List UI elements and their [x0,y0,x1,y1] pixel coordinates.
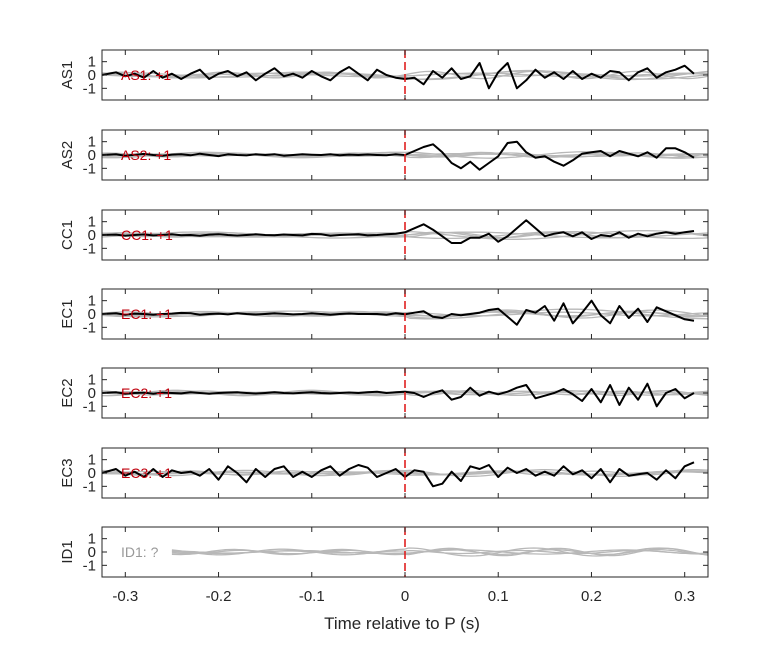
waveform-trace [101,382,695,408]
background-trace [101,151,709,159]
x-tick-label: -0.1 [299,588,325,605]
y-tick-label: 0 [88,147,96,164]
panel-as1: 10-1 AS1 AS1: +1 [59,49,709,101]
y-tick-label: 1 [88,134,96,151]
y-tick-label: 1 [88,54,96,71]
background-trace [101,311,709,317]
panel-cc1: 10-1 CC1 CC1: +1 [59,209,709,261]
panel-id1: 10-1 ID1 ID1: ? [59,526,709,578]
x-tick-label: 0.3 [674,588,695,605]
y-tick-label: -1 [83,398,96,415]
x-tick-label: 0 [401,588,409,605]
panel-as2: 10-1 AS2 AS2: +1 [59,129,709,181]
waveform-trace [101,140,695,171]
y-tick-label: -1 [83,240,96,257]
station-label: ID1 [59,540,76,563]
waveform-trace [101,299,695,326]
x-axis-label: Time relative to P (s) [324,614,480,633]
polarity-annotation: EC2: +1 [121,385,172,401]
x-tick-label: -0.2 [206,588,232,605]
y-tick-label: -1 [83,160,96,177]
background-trace [171,549,709,555]
x-tick-label: 0.1 [488,588,509,605]
y-tick-label: 1 [88,293,96,310]
y-tick-label: -1 [83,319,96,336]
waveform-trace [101,219,695,244]
polarity-annotation: EC1: +1 [121,306,172,322]
station-label: EC2 [59,378,76,407]
x-tick-label: 0.2 [581,588,602,605]
y-tick-label: 0 [88,67,96,84]
polarity-annotation: EC3: +1 [121,465,172,481]
polarity-annotation: CC1: +1 [121,227,173,243]
y-tick-label: 1 [88,531,96,548]
y-tick-label: 1 [88,452,96,469]
y-tick-label: 0 [88,227,96,244]
y-tick-label: -1 [83,557,96,574]
y-tick-label: 0 [88,306,96,323]
y-tick-label: 0 [88,544,96,561]
station-label: CC1 [59,220,76,250]
polarity-annotation: AS1: +1 [121,67,171,83]
polarity-annotation: AS2: +1 [121,147,171,163]
waveform-trace [101,461,695,488]
x-tick-label: -0.3 [112,588,138,605]
station-label: EC1 [59,299,76,328]
y-tick-label: 1 [88,372,96,389]
panel-ec1: 10-1 EC1 EC1: +1 [59,288,709,340]
y-tick-label: 0 [88,465,96,482]
panel-ec2: 10-1 EC2 EC2: +1 [59,367,709,419]
station-label: EC3 [59,458,76,487]
y-tick-label: 1 [88,214,96,231]
y-tick-label: 0 [88,385,96,402]
panel-ec3: 10-1 EC3 EC3: +1 [59,447,709,499]
station-label: AS2 [59,141,76,169]
waveform-trace [101,62,695,90]
y-tick-label: -1 [83,478,96,495]
y-tick-label: -1 [83,80,96,97]
polarity-annotation: ID1: ? [121,544,159,560]
station-label: AS1 [59,61,76,89]
